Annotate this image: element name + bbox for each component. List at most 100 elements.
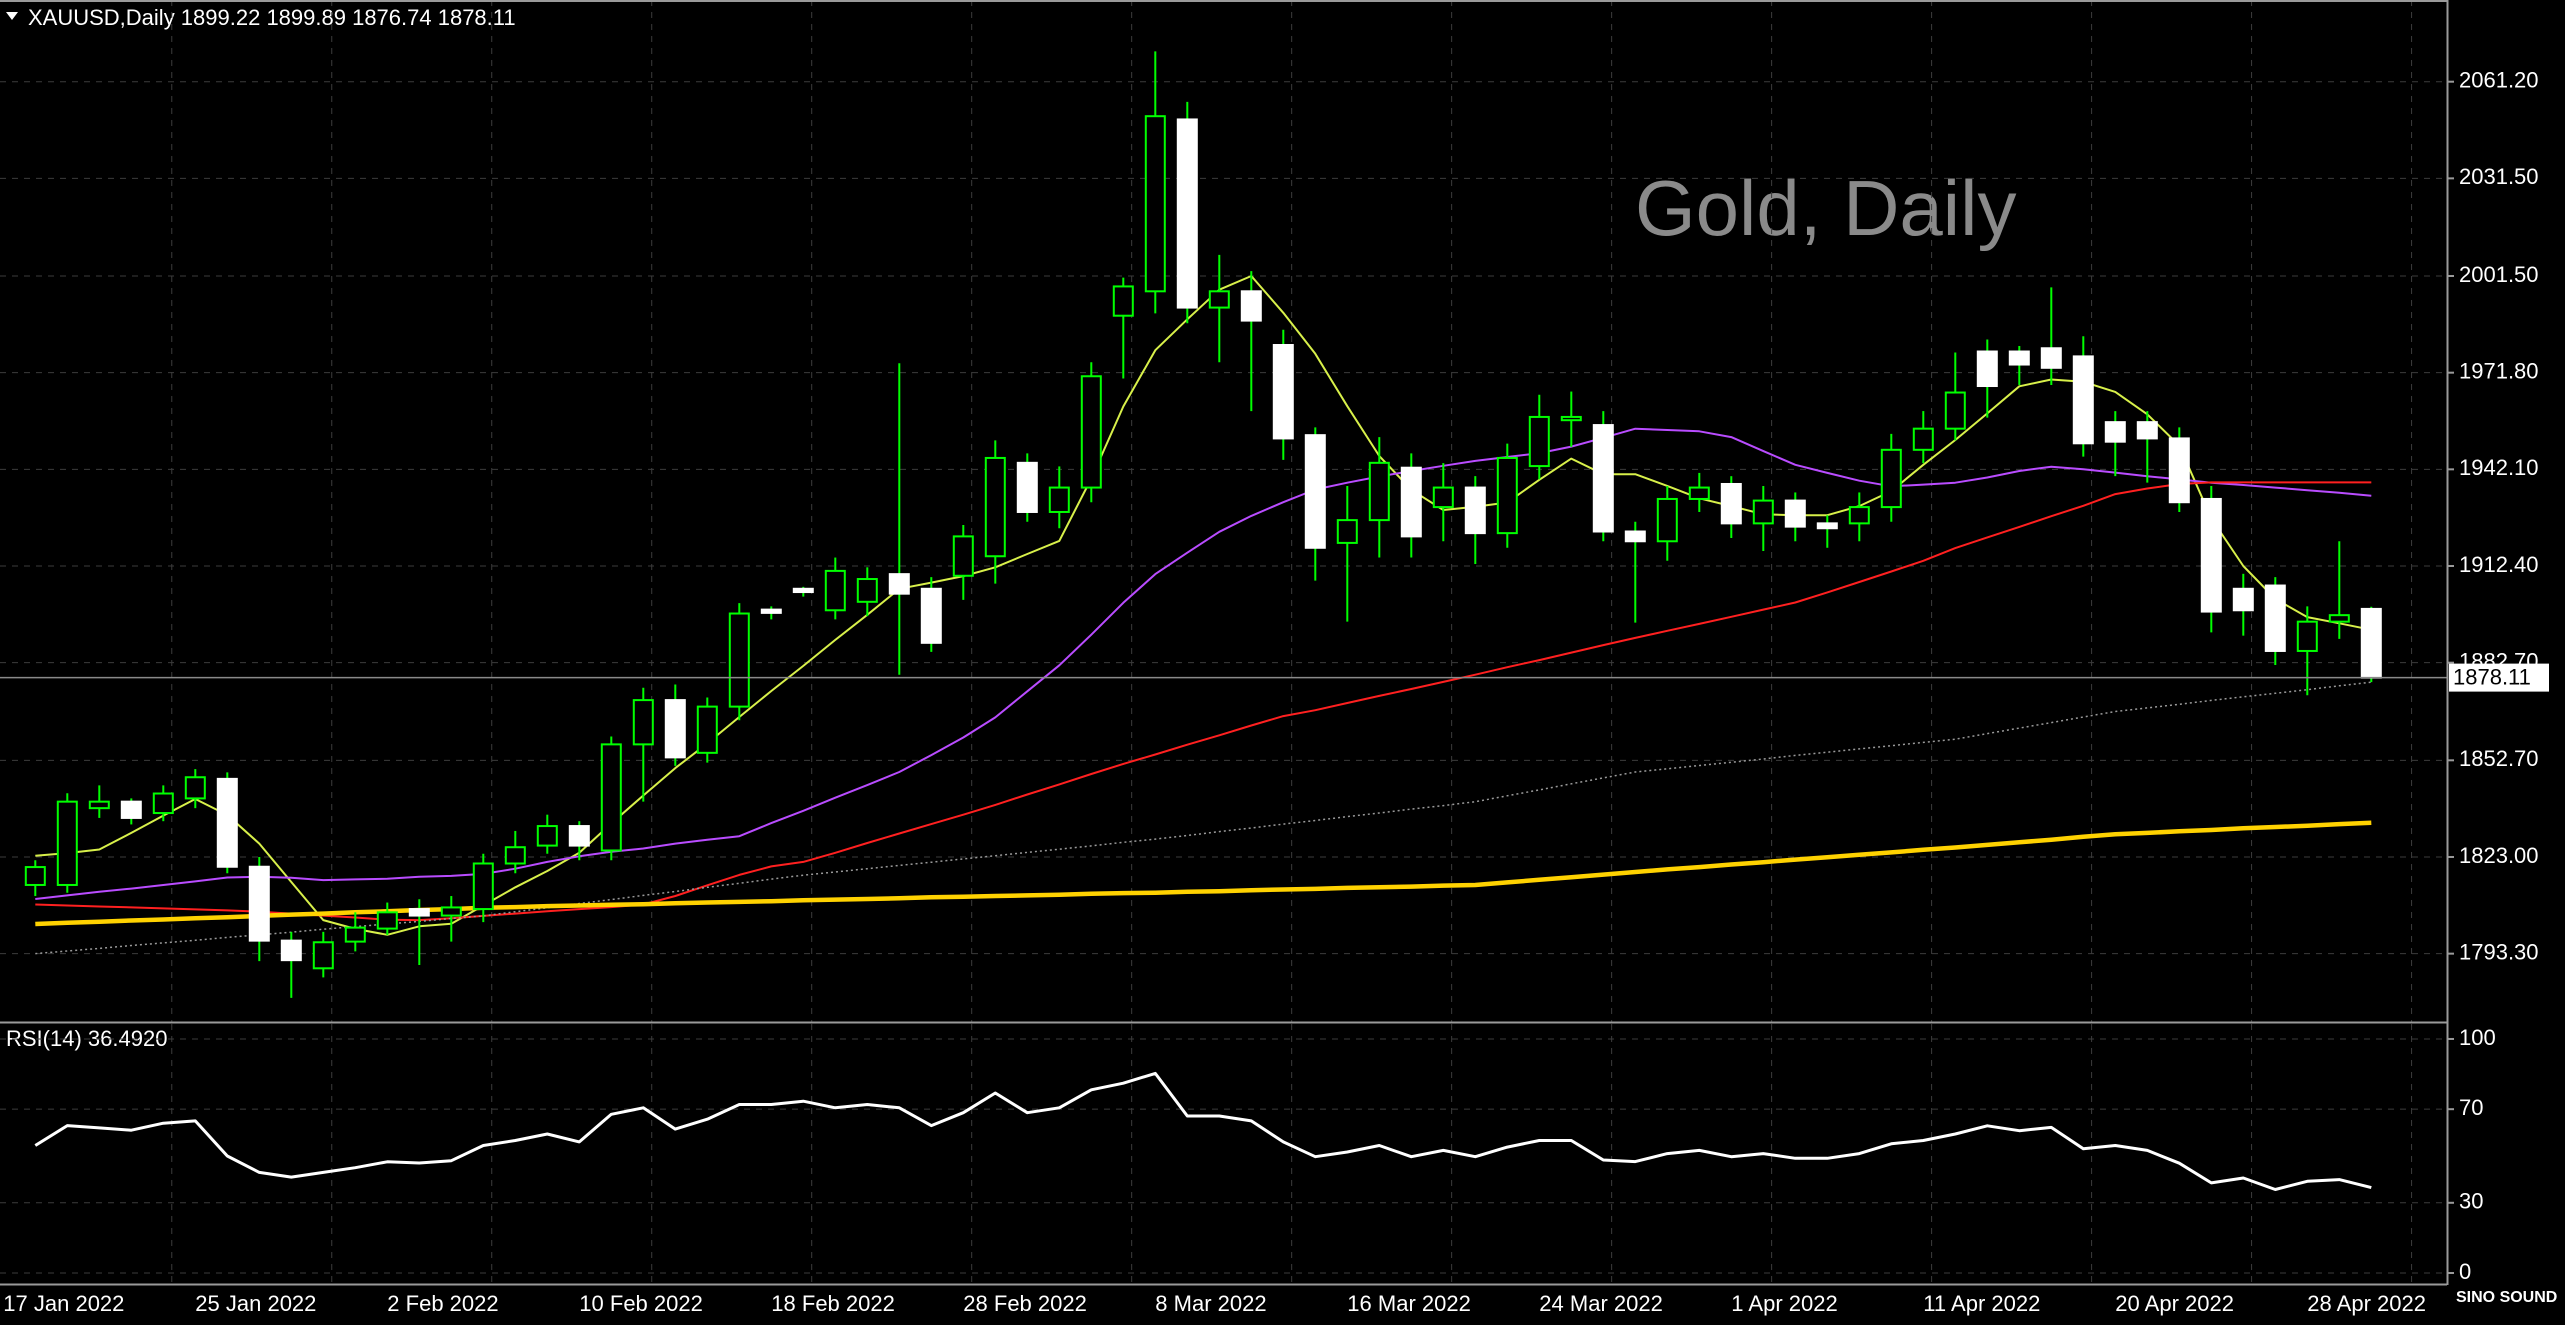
candle-body-up — [1880, 448, 1902, 509]
candle-body-down — [1592, 424, 1614, 533]
candle-body-down — [2040, 347, 2062, 369]
candle-body-down — [216, 777, 238, 868]
candle-body-up — [1496, 456, 1518, 535]
candle-body-up — [1368, 461, 1390, 522]
candle-body-up — [56, 800, 78, 886]
y-tick-label: 2031.50 — [2459, 164, 2539, 189]
candle-body-up — [1048, 486, 1070, 513]
y-tick-label: 100 — [2459, 1025, 2496, 1050]
candle-body-up — [952, 535, 974, 577]
x-tick-label: 20 Apr 2022 — [2115, 1291, 2234, 1316]
candle-body-up — [1912, 427, 1934, 451]
candle-body-up — [312, 941, 334, 970]
last-price-label: 1878.11 — [2453, 664, 2531, 689]
candle-body-down — [1304, 434, 1326, 549]
x-tick-label: 1 Apr 2022 — [1731, 1291, 1837, 1316]
candle-body-up — [728, 612, 750, 708]
y-tick-label: 1912.40 — [2459, 552, 2539, 577]
candle-body-up — [632, 699, 654, 746]
x-tick-label: 28 Feb 2022 — [963, 1291, 1087, 1316]
candle-body-up — [984, 456, 1006, 558]
candle-body-down — [1016, 461, 1038, 513]
candle-body-down — [760, 608, 782, 614]
rsi-title: RSI(14) 36.4920 — [6, 1026, 167, 1051]
x-tick-label: 16 Mar 2022 — [1347, 1291, 1471, 1316]
candle-body-down — [1624, 530, 1646, 543]
candle-body-up — [344, 926, 366, 943]
candle-body-up — [1144, 115, 1166, 293]
moving-average-line — [35, 481, 2372, 922]
candle-body-up — [1528, 415, 1550, 468]
y-tick-label: 2001.50 — [2459, 262, 2539, 287]
candle-body-down — [1976, 350, 1998, 388]
candle-body-down — [1240, 290, 1262, 322]
candle-body-down — [408, 908, 430, 917]
candle-body-down — [1784, 499, 1806, 528]
y-tick-label: 1852.70 — [2459, 746, 2539, 771]
candle-body-up — [1560, 415, 1582, 422]
candle-body-up — [1336, 519, 1358, 544]
x-tick-label: 2 Feb 2022 — [387, 1291, 498, 1316]
x-tick-label: 11 Apr 2022 — [1923, 1291, 2040, 1316]
candle-body-up — [1080, 375, 1102, 489]
rsi-line — [34, 1071, 2372, 1191]
candle-body-down — [1464, 486, 1486, 535]
candle-body-up — [88, 800, 110, 810]
y-tick-label: 1942.10 — [2459, 455, 2539, 480]
x-tick-label: 25 Jan 2022 — [195, 1291, 316, 1316]
candle-body-down — [1272, 344, 1294, 440]
x-tick-label: 8 Mar 2022 — [1155, 1291, 1266, 1316]
candle-body-up — [824, 569, 846, 612]
x-tick-label: 24 Mar 2022 — [1539, 1291, 1663, 1316]
x-tick-label: 18 Feb 2022 — [771, 1291, 895, 1316]
menu-triangle — [6, 12, 18, 20]
candle-body-down — [2232, 587, 2254, 612]
candle-body-down — [2008, 350, 2030, 366]
candle-body-up — [1944, 391, 1966, 430]
moving-average-line — [35, 275, 2372, 936]
candle-body-down — [2104, 421, 2126, 443]
x-tick-label: 10 Feb 2022 — [579, 1291, 703, 1316]
moving-average-line — [35, 427, 2372, 900]
candle-body-down — [120, 800, 142, 819]
candle-body-down — [2264, 584, 2286, 652]
candle-body-up — [472, 862, 494, 911]
logo: SINO SOUND — [2456, 1289, 2557, 1306]
candle-body-down — [568, 825, 590, 847]
y-tick-label: 30 — [2459, 1189, 2483, 1214]
x-tick-label: 28 Apr 2022 — [2307, 1291, 2426, 1316]
candle-body-down — [1720, 482, 1742, 525]
chart-title: XAUUSD,Daily 1899.22 1899.89 1876.74 187… — [28, 5, 516, 30]
moving-average-line — [35, 681, 2372, 955]
y-tick-label: 1793.30 — [2459, 939, 2539, 964]
candle-body-down — [1176, 118, 1198, 309]
candle-body-up — [184, 776, 206, 800]
candle-body-down — [2168, 437, 2190, 504]
candle-body-up — [152, 792, 174, 815]
y-tick-label: 1823.00 — [2459, 843, 2539, 868]
candle-body-down — [2136, 421, 2158, 440]
y-tick-label: 2061.20 — [2459, 68, 2539, 93]
candle-body-down — [664, 699, 686, 759]
candle-body-up — [1432, 486, 1454, 509]
candle-body-up — [440, 906, 462, 917]
y-tick-label: 1971.80 — [2459, 358, 2539, 383]
candle-body-up — [504, 846, 526, 865]
candle-body-up — [856, 578, 878, 603]
candle-body-up — [2296, 620, 2318, 652]
candle-body-up — [24, 866, 46, 886]
candle-body-down — [280, 939, 302, 962]
candle-body-up — [376, 911, 398, 930]
y-tick-label: 70 — [2459, 1095, 2483, 1120]
candle-body-up — [1752, 499, 1774, 525]
candle-body-down — [2200, 497, 2222, 613]
candle-body-up — [1688, 486, 1710, 500]
candle-body-up — [2328, 614, 2350, 623]
watermark: Gold, Daily — [1635, 164, 2016, 252]
candle-body-up — [1848, 506, 1870, 525]
candle-body-down — [1400, 466, 1422, 538]
candle-body-down — [920, 587, 942, 644]
candle-body-up — [696, 705, 718, 754]
